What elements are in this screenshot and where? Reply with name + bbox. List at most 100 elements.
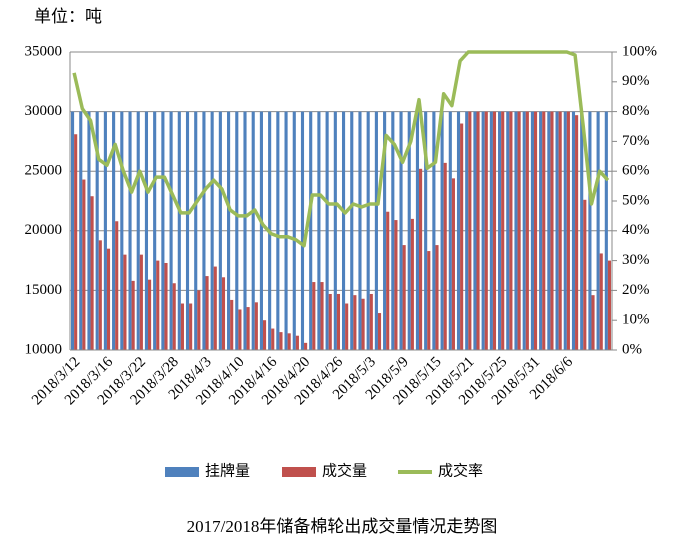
bar <box>74 134 78 350</box>
y-tick-label: 35000 <box>25 43 63 59</box>
bar <box>333 111 337 350</box>
bar <box>227 111 231 350</box>
bar <box>525 111 529 350</box>
bar <box>492 111 497 350</box>
bar <box>106 248 111 350</box>
bar <box>325 111 329 350</box>
y2-tick-label: 40% <box>622 222 650 238</box>
bar <box>328 293 332 350</box>
bar <box>292 111 296 350</box>
bar <box>221 277 226 350</box>
bar <box>194 111 198 350</box>
bar <box>156 260 160 350</box>
bar <box>300 111 305 350</box>
bar <box>542 111 546 350</box>
bar <box>276 111 280 350</box>
bar <box>336 293 341 350</box>
bar <box>377 313 382 350</box>
bar <box>112 111 116 350</box>
bar <box>394 220 398 350</box>
bar <box>419 168 423 350</box>
bar <box>415 111 420 350</box>
bar <box>509 111 513 350</box>
bar <box>563 111 567 350</box>
y2-tick-label: 90% <box>622 73 650 89</box>
legend-swatch <box>282 467 316 477</box>
y-tick-label: 15000 <box>25 282 63 298</box>
bar <box>607 260 612 350</box>
bar <box>172 283 176 350</box>
bar <box>304 342 308 350</box>
bar <box>254 302 258 350</box>
bar <box>555 111 559 350</box>
bar <box>82 179 86 350</box>
bar <box>341 111 346 350</box>
bar <box>115 221 119 350</box>
bar <box>386 211 390 350</box>
bar <box>588 111 592 350</box>
bar <box>533 111 538 350</box>
bar <box>583 199 587 350</box>
bar <box>353 295 357 350</box>
y2-tick-label: 10% <box>622 312 650 328</box>
bar <box>473 111 477 350</box>
bar <box>139 254 143 350</box>
bar <box>489 111 493 350</box>
bar <box>189 303 193 350</box>
bar <box>177 111 181 350</box>
bar <box>440 111 444 350</box>
bar <box>210 111 214 350</box>
bar <box>271 328 275 350</box>
bar <box>287 333 291 350</box>
bar <box>123 254 127 350</box>
bar <box>87 111 91 350</box>
y2-tick-label: 0% <box>622 341 642 357</box>
y2-tick-label: 100% <box>622 43 657 59</box>
bar <box>448 111 452 350</box>
bar <box>259 111 263 350</box>
bar <box>580 111 584 350</box>
bar <box>547 111 551 350</box>
bar <box>443 162 447 350</box>
bar <box>148 279 152 350</box>
y-tick-label: 25000 <box>25 163 63 179</box>
bar <box>501 111 505 350</box>
bar <box>98 240 102 350</box>
y2-tick-label: 70% <box>622 133 650 149</box>
bar <box>309 111 313 350</box>
bar <box>153 111 157 350</box>
bar <box>79 111 83 350</box>
y2-tick-label: 80% <box>622 103 650 119</box>
bar <box>197 290 201 350</box>
bar <box>522 111 526 350</box>
bar <box>407 111 411 350</box>
bar <box>383 111 387 350</box>
bar <box>131 280 135 350</box>
bar <box>468 111 472 350</box>
bar <box>550 111 554 350</box>
bar <box>571 111 576 350</box>
bar <box>251 111 255 350</box>
bar <box>558 111 562 350</box>
bar <box>451 178 455 350</box>
bar <box>144 111 149 350</box>
bar <box>120 111 124 350</box>
y-tick-label: 30000 <box>25 103 63 119</box>
bar <box>185 111 190 350</box>
bar <box>279 332 283 350</box>
chart-title: 2017/2018年储备棉轮出成交量情况走势图 <box>187 517 498 536</box>
bar <box>465 111 469 350</box>
bar <box>90 196 94 350</box>
y2-tick-label: 20% <box>622 282 650 298</box>
y-tick-label: 20000 <box>25 222 63 238</box>
bar <box>205 276 209 350</box>
legend-label: 成交量 <box>322 461 367 479</box>
bar <box>312 282 316 350</box>
bar <box>456 111 461 350</box>
bar <box>432 111 436 350</box>
bar <box>530 111 534 350</box>
bar <box>369 293 373 350</box>
bar <box>295 335 299 350</box>
bar <box>70 111 75 350</box>
